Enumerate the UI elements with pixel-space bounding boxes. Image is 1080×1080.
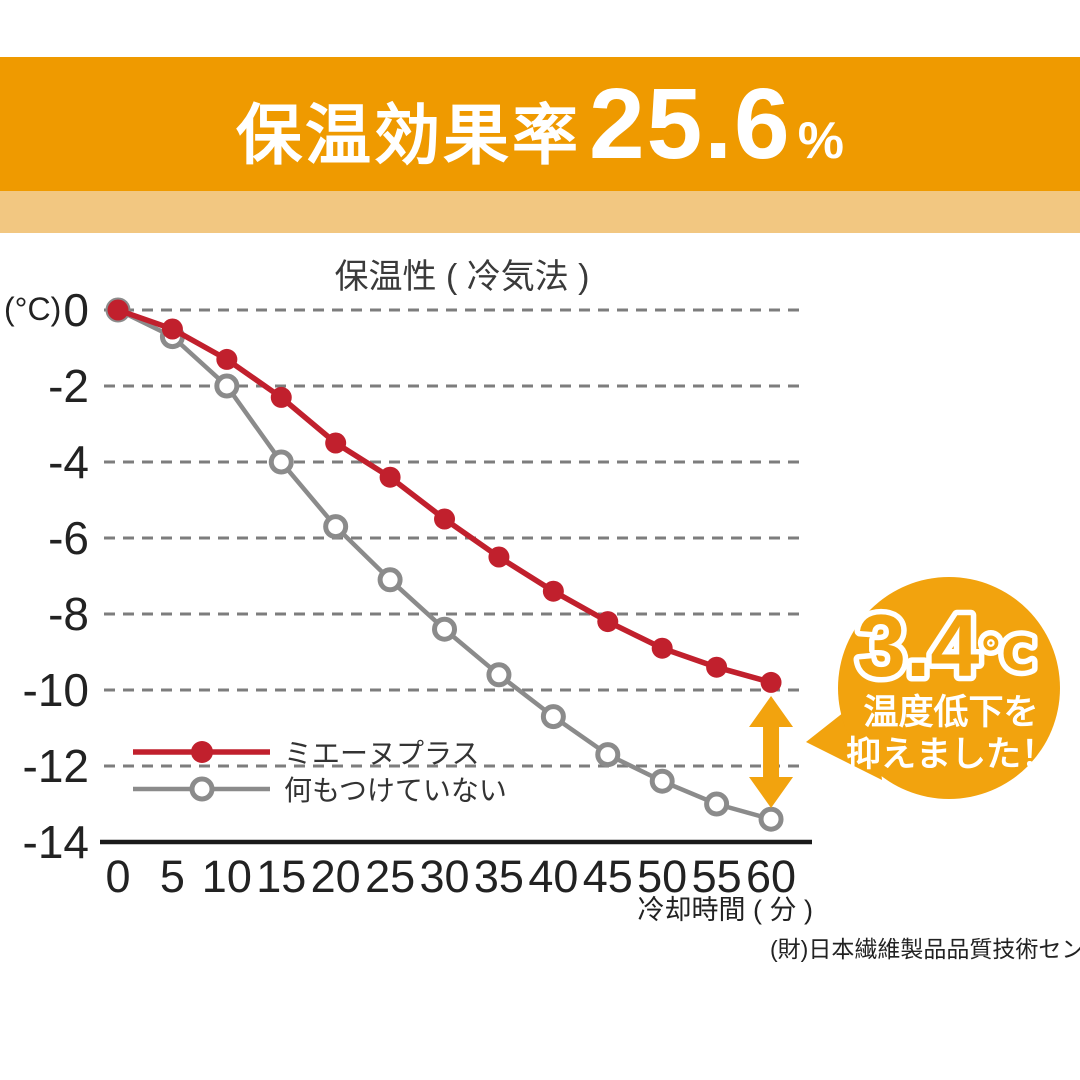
callout-value: 3.4℃: [857, 596, 1035, 695]
y-tick-label: -6: [48, 512, 89, 564]
x-tick-label: 35: [474, 851, 524, 902]
callout-bubble: [838, 577, 1060, 799]
y-tick-label: 0: [63, 284, 89, 336]
data-point-filled: [379, 466, 401, 488]
y-tick-label: -14: [23, 816, 89, 868]
x-tick-label: 0: [105, 851, 130, 902]
legend-label: 何もつけていない: [284, 775, 507, 806]
data-point-filled: [597, 611, 619, 633]
callout-line1: 温度低下を: [863, 693, 1038, 732]
x-tick-label: 60: [746, 851, 796, 902]
y-tick-label: -2: [48, 360, 89, 412]
data-point-open: [595, 742, 621, 768]
x-tick-label: 25: [365, 851, 415, 902]
x-tick-label: 10: [202, 851, 252, 902]
x-tick-label: 50: [637, 851, 687, 902]
y-tick-label: -12: [23, 740, 89, 792]
callout-line2: 抑えました！: [846, 735, 1056, 774]
data-point-filled: [542, 580, 564, 602]
title-unit: %: [797, 112, 844, 170]
data-point-filled: [434, 508, 456, 530]
data-point-filled: [325, 432, 347, 454]
callout-value-unit: ℃: [979, 628, 1035, 680]
x-axis-label: 冷却時間 ( 分 ): [638, 895, 814, 925]
callout-value-number: 3.4: [857, 596, 979, 695]
data-point-filled: [651, 637, 673, 659]
data-point-open: [486, 662, 512, 688]
header-band: 保温効果率25.6%: [0, 57, 1080, 191]
x-tick-label: 5: [160, 851, 185, 902]
source-credit: (財)日本繊維製品品質技術センター調べ: [770, 936, 1080, 962]
difference-arrow: [749, 696, 794, 808]
data-point-open: [540, 704, 566, 730]
data-point-filled: [270, 386, 292, 408]
title-text: 保温効果率: [236, 98, 582, 172]
data-point-open: [704, 791, 730, 817]
y-tick-label: -4: [48, 436, 89, 488]
data-point-filled: [107, 299, 129, 321]
legend-marker-filled: [191, 741, 213, 763]
x-tick-label: 40: [528, 851, 578, 902]
data-point-open: [214, 373, 240, 399]
data-point-open: [649, 768, 675, 794]
chart-title: 保温性 ( 冷気法 ): [335, 258, 590, 296]
data-point-filled: [161, 318, 183, 340]
y-tick-label: -10: [23, 664, 89, 716]
data-point-open: [377, 567, 403, 593]
x-tick-label: 20: [311, 851, 361, 902]
x-tick-label: 30: [419, 851, 469, 902]
data-point-open: [323, 514, 349, 540]
legend-label: ミエーヌプラス: [284, 738, 479, 769]
title-value: 25.6: [589, 68, 792, 180]
x-tick-label: 55: [692, 851, 742, 902]
data-point-filled: [760, 671, 782, 693]
y-tick-label: -8: [48, 588, 89, 640]
page-title: 保温効果率25.6%: [236, 74, 844, 174]
data-point-filled: [706, 656, 728, 678]
legend-marker-open: [189, 776, 215, 802]
data-point-open: [432, 616, 458, 642]
x-tick-label: 45: [583, 851, 633, 902]
data-point-open: [268, 449, 294, 475]
data-point-filled: [488, 546, 510, 568]
header-underline-band: [0, 191, 1080, 233]
data-point-filled: [216, 348, 238, 370]
data-point-open: [758, 806, 784, 832]
y-axis-unit: (°C): [4, 291, 61, 327]
x-tick-label: 15: [256, 851, 306, 902]
